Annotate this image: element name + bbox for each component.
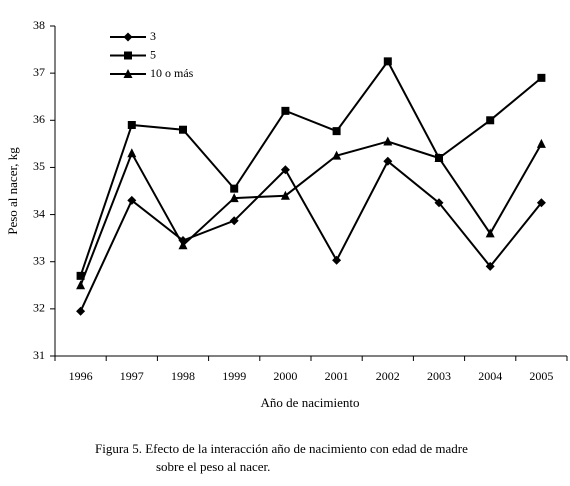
marker	[536, 198, 546, 208]
marker	[124, 51, 132, 60]
x-tick-label: 2001	[325, 369, 349, 383]
y-tick-label: 35	[33, 159, 45, 173]
y-axis-title: Peso al nacer, kg	[5, 147, 20, 235]
marker	[127, 148, 137, 158]
x-tick-label: 2004	[478, 369, 502, 383]
marker	[76, 306, 86, 316]
marker	[123, 69, 133, 78]
x-tick-label: 2002	[376, 369, 400, 383]
marker	[179, 125, 187, 134]
marker	[230, 184, 239, 193]
series-line	[79, 140, 543, 286]
legend-label: 5	[150, 47, 156, 61]
marker	[127, 195, 137, 205]
y-tick-label: 38	[33, 18, 45, 32]
marker	[332, 127, 341, 136]
y-tick-label: 36	[33, 112, 45, 126]
x-tick-label: 2005	[529, 369, 553, 383]
legend-label: 10 o más	[150, 66, 194, 80]
y-tick-label: 31	[33, 348, 45, 362]
x-tick-label: 1998	[171, 369, 195, 383]
caption: Figura 5. Efecto de la interacción año d…	[95, 441, 468, 456]
marker	[280, 165, 290, 175]
marker	[485, 228, 495, 238]
marker	[332, 150, 342, 160]
legend-label: 3	[150, 29, 156, 43]
marker	[536, 138, 546, 148]
marker	[127, 121, 136, 129]
marker	[485, 261, 495, 271]
marker	[332, 255, 342, 265]
marker	[537, 73, 546, 82]
marker	[76, 271, 85, 280]
y-tick-label: 32	[33, 301, 45, 315]
marker	[76, 280, 86, 290]
x-tick-label: 2003	[427, 369, 451, 383]
y-tick-label: 34	[33, 206, 45, 220]
marker	[383, 57, 392, 66]
marker	[434, 198, 444, 208]
y-tick-label: 33	[33, 253, 45, 267]
marker	[486, 116, 495, 125]
marker	[229, 216, 239, 226]
marker	[434, 153, 444, 162]
x-tick-label: 1997	[120, 369, 144, 383]
series-line	[79, 159, 543, 312]
marker	[383, 156, 393, 166]
series-line	[79, 59, 543, 277]
caption: sobre el peso al nacer.	[156, 459, 270, 474]
marker	[229, 193, 239, 203]
x-tick-label: 1999	[222, 369, 246, 383]
x-tick-label: 1996	[69, 369, 93, 383]
x-axis-title: Año de nacimiento	[261, 395, 360, 410]
marker	[281, 106, 290, 115]
x-tick-label: 2000	[273, 369, 297, 383]
marker	[178, 240, 188, 250]
marker	[383, 136, 393, 146]
marker	[280, 190, 290, 200]
y-tick-label: 37	[33, 65, 45, 79]
marker	[123, 32, 133, 42]
